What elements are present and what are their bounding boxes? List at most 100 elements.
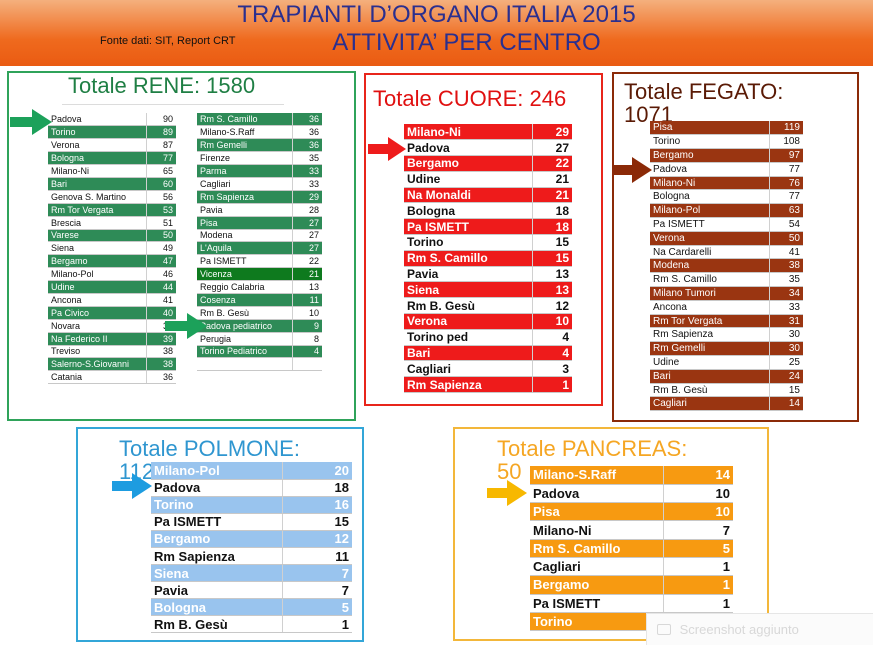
polmone-panel (76, 427, 364, 642)
center-name: Cosenza (197, 293, 292, 307)
transplant-count: 21 (531, 171, 572, 188)
transplant-count: 15 (281, 513, 352, 531)
center-name: Milano Tumori (650, 286, 769, 301)
center-name: Pa Civico (48, 306, 146, 320)
screenshot-notification[interactable]: Screenshot aggiunto (646, 613, 873, 645)
transplant-count: 27 (291, 229, 322, 243)
transplant-count: 1 (281, 615, 352, 634)
table-row: Reggio Calabria 13 (197, 280, 322, 294)
polmone-title: Totale POLMONE: 112 (119, 437, 300, 483)
table-row: Bergamo 1 (530, 575, 733, 595)
center-name: Pisa (530, 502, 663, 522)
transplant-count: 34 (768, 286, 803, 301)
rene-title-underline (62, 104, 284, 105)
transplant-count: 4 (291, 345, 322, 359)
table-row: Torino 15 (404, 234, 572, 251)
transplant-count: 4 (531, 345, 572, 362)
cuore-panel (364, 73, 603, 406)
table-row: Ancona 41 (48, 293, 176, 307)
transplant-count: 54 (768, 217, 803, 232)
transplant-count: 29 (291, 190, 322, 204)
transplant-count: 33 (291, 177, 322, 191)
transplant-count: 63 (768, 203, 803, 219)
table-row: Milano-Pol 20 (151, 462, 352, 480)
center-name: Verona (404, 313, 532, 330)
center-name: Milano-Pol (48, 267, 146, 282)
table-row: Pa ISMETT 1 (530, 594, 733, 613)
table-row: Udine 44 (48, 280, 176, 294)
transplant-count: 9 (291, 319, 322, 333)
table-row: Padova pediatrico 9 (197, 319, 322, 333)
center-name: Salerno-S.Giovanni (48, 357, 146, 372)
transplant-count: 7 (281, 564, 352, 583)
table-row: Rm S. Camillo 5 (530, 539, 733, 558)
table-row: Rm B. Gesù 1 (151, 615, 352, 634)
transplant-count: 30 (768, 341, 803, 357)
center-name: Varese (48, 229, 146, 243)
transplant-count: 7 (662, 520, 733, 540)
center-name: Udine (650, 355, 769, 370)
page-subtitle: ATTIVITA’ PER CENTRO (332, 29, 601, 56)
center-name: Vicenza (197, 267, 292, 282)
transplant-count: 14 (768, 396, 803, 412)
center-name: Pavia (197, 203, 292, 217)
pancreas-panel (453, 427, 769, 641)
center-name: Milano-Ni (650, 176, 769, 191)
table-row: Torino Pediatrico 4 (197, 345, 322, 359)
table-row: Brescia 51 (48, 216, 176, 230)
cuore-table: Milano-Ni 29 Padova 27 Bergamo 22 Udine 21 Na Mo… (404, 124, 572, 394)
transplant-count: 10 (531, 313, 572, 330)
center-name: Rm S. Camillo (650, 272, 769, 288)
table-row: Milano-Ni 65 (48, 164, 176, 178)
table-row: Vicenza 21 (197, 267, 322, 282)
center-name: Torino (151, 496, 282, 514)
table-row: Rm S. Camillo 35 (650, 272, 803, 288)
transplant-count: 31 (768, 314, 803, 329)
table-row: Verona 87 (48, 138, 176, 153)
center-name: Rm S. Camillo (197, 113, 292, 127)
transplant-count: 35 (768, 272, 803, 288)
center-name: Firenze (197, 151, 292, 166)
center-name: Milano-Ni (404, 124, 532, 141)
table-row: Firenze 35 (197, 151, 322, 166)
center-name: Pisa (650, 121, 769, 136)
center-name: Milano-Pol (650, 203, 769, 219)
table-row: Rm Tor Vergata 53 (48, 203, 176, 217)
table-row: Milano-Ni 7 (530, 520, 733, 540)
table-row: Pisa 119 (650, 121, 803, 136)
center-name: Milano-Ni (530, 520, 663, 540)
cuore-title: Totale CUORE: 246 (373, 86, 567, 111)
center-name: Brescia (48, 216, 146, 230)
transplant-count: 87 (145, 138, 176, 153)
table-row: Padova 90 (48, 113, 176, 127)
center-name: Cagliari (404, 360, 532, 378)
center-name: Reggio Calabria (197, 280, 292, 294)
transplant-count: 39 (145, 332, 176, 346)
fegato-title-line2: 1071 (624, 102, 673, 128)
table-row: Rm B. Gesù 15 (650, 383, 803, 398)
transplant-count: 38 (145, 345, 176, 359)
transplant-count: 27 (291, 216, 322, 230)
table-row: Milano Tumori 34 (650, 286, 803, 301)
center-name: Bari (404, 345, 532, 362)
table-row: Novara39 (48, 319, 176, 333)
table-row: Padova 77 (650, 162, 803, 177)
table-row: Bergamo 97 (650, 148, 803, 163)
center-name: Padova (151, 479, 282, 497)
transplant-count: 27 (291, 241, 322, 256)
transplant-count: 16 (281, 496, 352, 514)
table-row (197, 357, 322, 372)
transplant-count: 53 (145, 203, 176, 217)
rene-title: Totale RENE: 1580 (68, 73, 256, 98)
transplant-count: 5 (662, 539, 733, 558)
table-row: Pisa 27 (197, 216, 322, 230)
center-name: L'Aquila (197, 241, 292, 256)
center-name: Bari (650, 369, 769, 384)
transplant-count: 1 (531, 376, 572, 394)
transplant-count: 10 (662, 484, 733, 504)
transplant-count: 13 (531, 266, 572, 283)
transplant-count: 108 (768, 134, 803, 150)
center-name: Rm Tor Vergata (650, 314, 769, 329)
table-row: Na Federico II 39 (48, 332, 176, 346)
transplant-count: 51 (145, 216, 176, 230)
